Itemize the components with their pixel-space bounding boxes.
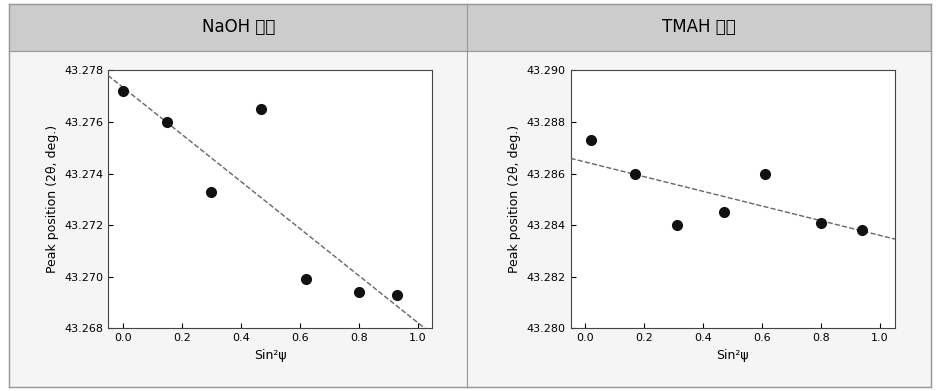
X-axis label: Sin²ψ: Sin²ψ: [254, 349, 287, 362]
Y-axis label: Peak position (2θ, deg.): Peak position (2θ, deg.): [508, 126, 521, 273]
Point: [204, 188, 219, 195]
Point: [116, 88, 131, 94]
Point: [855, 227, 870, 233]
Point: [716, 209, 731, 215]
Point: [669, 222, 684, 228]
Point: [298, 276, 313, 283]
Point: [160, 119, 175, 125]
Y-axis label: Peak position (2θ, deg.): Peak position (2θ, deg.): [45, 126, 58, 273]
Point: [628, 170, 643, 177]
Point: [814, 219, 829, 226]
Point: [254, 106, 269, 112]
Point: [584, 137, 599, 143]
X-axis label: Sin²ψ: Sin²ψ: [716, 349, 749, 362]
Text: NaOH 사용: NaOH 사용: [201, 18, 275, 36]
Point: [352, 289, 367, 296]
Text: TMAH 사용: TMAH 사용: [662, 18, 736, 36]
Point: [758, 170, 773, 177]
Point: [389, 292, 404, 298]
